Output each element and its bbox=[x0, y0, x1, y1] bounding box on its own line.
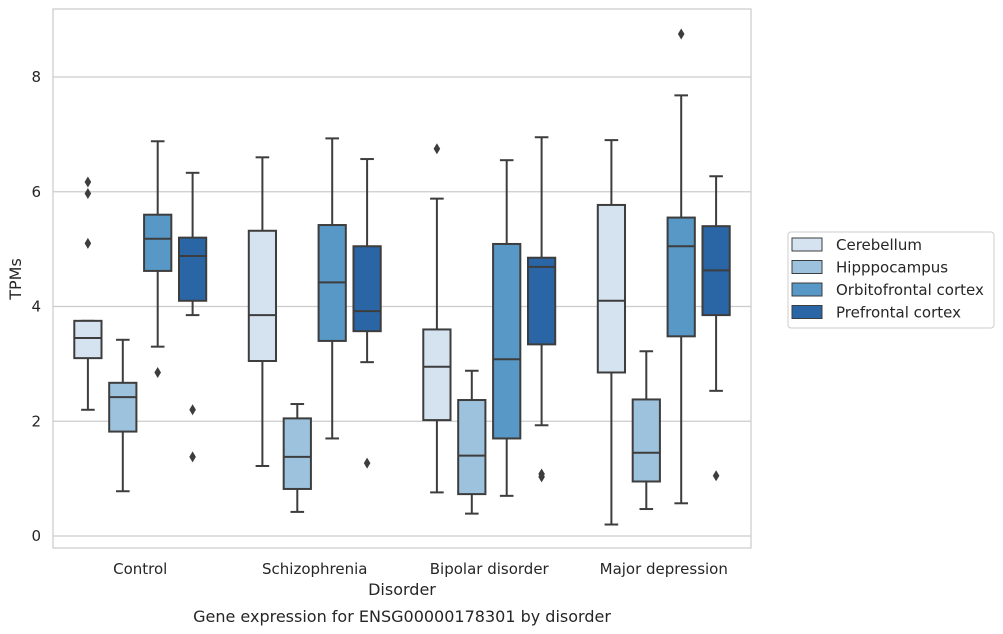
y-tick-label: 6 bbox=[31, 183, 41, 201]
outlier-marker bbox=[712, 470, 720, 482]
x-axis-title: Disorder bbox=[368, 580, 436, 599]
legend-frame bbox=[787, 231, 995, 329]
series-cerebellum bbox=[73, 139, 627, 526]
box-plot bbox=[596, 139, 627, 526]
box-series bbox=[73, 28, 731, 526]
box-plot bbox=[247, 156, 278, 468]
box-plot bbox=[457, 369, 487, 515]
y-axis-title: TPMs bbox=[6, 258, 25, 301]
outlier-marker bbox=[189, 451, 196, 463]
outlier-marker bbox=[433, 143, 441, 155]
legend-label: Prefrontal cortex bbox=[836, 304, 961, 322]
box-iqr bbox=[631, 398, 661, 483]
y-tick-label: 0 bbox=[31, 527, 41, 545]
legend: Cerebellum Hipppocampus Orbitofrontal cort… bbox=[787, 231, 995, 329]
legend-label: Cerebellum bbox=[836, 236, 922, 254]
plot-frame bbox=[52, 8, 752, 549]
box-iqr bbox=[352, 245, 382, 333]
outlier-marker bbox=[189, 404, 196, 416]
legend-swatch bbox=[791, 305, 823, 319]
y-tick-label: 8 bbox=[31, 68, 41, 86]
box-plot bbox=[492, 159, 522, 497]
box-iqr bbox=[422, 328, 452, 422]
box-iqr bbox=[596, 203, 627, 374]
box-iqr bbox=[108, 381, 138, 433]
box-iqr bbox=[666, 216, 696, 338]
x-tick-label: Control bbox=[113, 560, 167, 578]
box-plot bbox=[108, 338, 138, 493]
box-iqr bbox=[492, 242, 522, 440]
legend-swatch bbox=[791, 237, 823, 252]
outlier-marker bbox=[677, 28, 685, 40]
box-iqr bbox=[526, 256, 557, 346]
series-prefrontal-cortex bbox=[177, 136, 731, 483]
box-plot bbox=[177, 171, 208, 463]
box-plot bbox=[701, 175, 731, 482]
series-hipppocampus bbox=[108, 338, 661, 515]
box-iqr bbox=[177, 236, 208, 302]
box-plot bbox=[631, 350, 661, 511]
outlier-marker bbox=[363, 457, 371, 469]
box-iqr bbox=[73, 319, 103, 360]
box-plot bbox=[317, 137, 347, 440]
box-iqr bbox=[143, 213, 173, 272]
outlier-marker bbox=[538, 468, 545, 480]
box-plot bbox=[143, 140, 173, 378]
figure-caption: Gene expression for ENSG00000178301 by d… bbox=[193, 607, 611, 626]
box-iqr bbox=[457, 399, 487, 496]
series-orbitofrontal-cortex bbox=[143, 28, 696, 505]
legend-label: Orbitofrontal cortex bbox=[836, 281, 984, 299]
y-tick-label: 2 bbox=[31, 412, 41, 430]
x-tick-label: Schizophrenia bbox=[262, 560, 367, 578]
x-axis-ticks: Control Schizophrenia Bipolar disorder Majo… bbox=[113, 560, 728, 578]
x-tick-label: Bipolar disorder bbox=[430, 560, 550, 578]
outlier-marker bbox=[154, 366, 161, 378]
x-tick-label: Major depression bbox=[600, 560, 728, 578]
box-plot bbox=[73, 176, 103, 411]
box-plot bbox=[526, 136, 557, 483]
legend-swatch bbox=[791, 282, 823, 297]
box-plot bbox=[422, 143, 452, 494]
box-plot bbox=[282, 403, 312, 513]
box-plot bbox=[666, 28, 696, 505]
legend-label: Hipppocampus bbox=[836, 259, 948, 277]
outlier-marker bbox=[84, 176, 92, 188]
y-axis-ticks: 0 2 4 6 8 bbox=[31, 68, 41, 545]
box-iqr bbox=[282, 417, 312, 490]
outlier-marker bbox=[84, 187, 92, 199]
box-plot bbox=[352, 158, 382, 469]
box-iqr bbox=[247, 229, 278, 363]
y-tick-label: 4 bbox=[31, 298, 41, 316]
outlier-marker bbox=[84, 237, 92, 249]
legend-swatch bbox=[791, 260, 823, 274]
